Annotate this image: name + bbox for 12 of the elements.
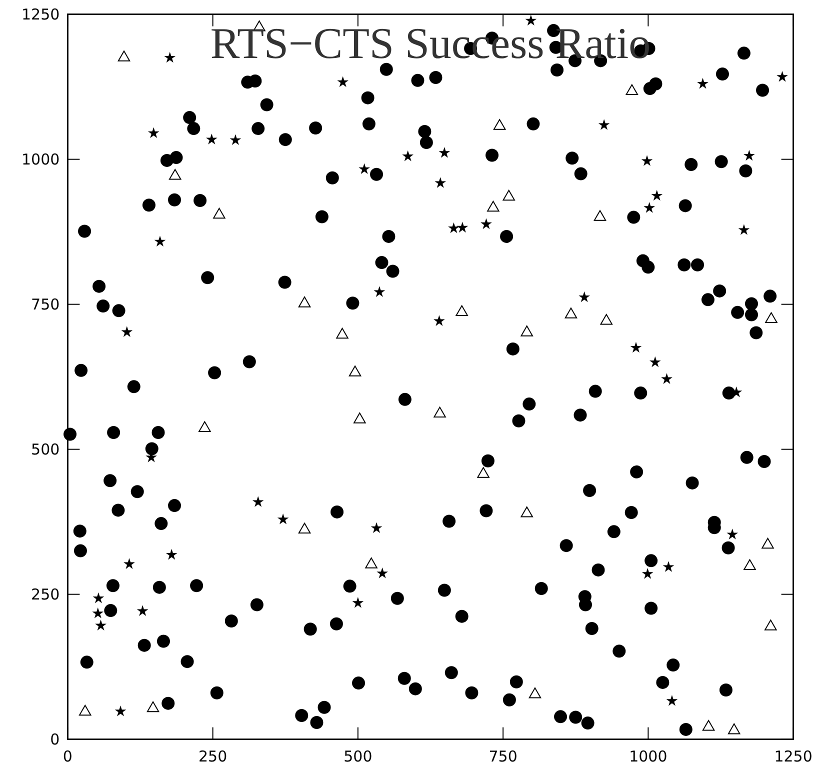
y-tick-label: 500 bbox=[31, 440, 60, 458]
x-tick-label: 0 bbox=[62, 747, 72, 766]
x-tick-label: 250 bbox=[198, 747, 228, 766]
x-tick-label: 1250 bbox=[774, 747, 812, 766]
y-tick-label: 1000 bbox=[22, 150, 60, 168]
y-tick-label: 750 bbox=[31, 295, 60, 314]
x-tick-label: 750 bbox=[488, 747, 518, 766]
y-tick-label: 1250 bbox=[22, 5, 60, 24]
y-tick-label: 250 bbox=[31, 585, 60, 604]
x-tick-label: 500 bbox=[344, 747, 372, 766]
y-tick-label: 0 bbox=[50, 730, 60, 748]
x-tick-label: 1000 bbox=[629, 747, 668, 766]
